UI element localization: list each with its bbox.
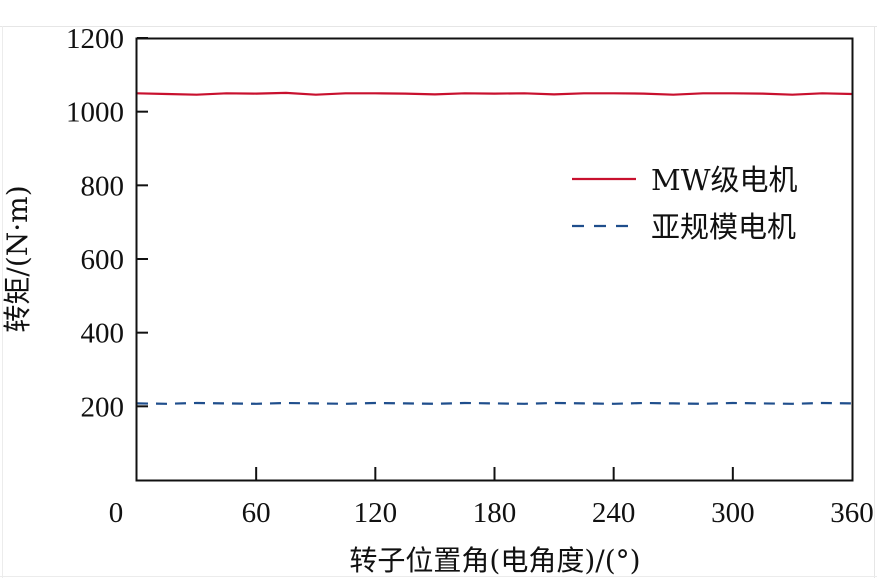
x-tick-label: 180 — [473, 497, 517, 529]
y-tick-label: 1200 — [66, 23, 124, 55]
y-tick-label: 600 — [81, 244, 125, 276]
y-tick-label: 1000 — [66, 97, 124, 129]
legend-label-0: MW级电机 — [651, 163, 798, 197]
plot-series — [136, 91, 853, 405]
x-tick-label: 0 — [109, 497, 124, 529]
y-axis-title: 转矩/(N·m) — [1, 185, 34, 332]
y-axis-ticks: 200 400 600 800 1000 1200 — [66, 23, 148, 423]
x-tick-label: 300 — [711, 497, 755, 529]
legend-label-1: 亚规模电机 — [651, 210, 796, 244]
x-tick-label: 360 — [830, 497, 874, 529]
x-axis-title: 转子位置角(电角度)/(°) — [349, 544, 640, 577]
y-tick-label: 800 — [81, 170, 125, 202]
series-line-0 — [136, 91, 853, 96]
x-tick-label: 120 — [354, 497, 398, 529]
image-frame-top — [0, 26, 877, 27]
image-frame-right — [874, 26, 875, 578]
image-frame-bottom — [0, 576, 877, 577]
x-tick-label: 240 — [592, 497, 636, 529]
x-tick-label: 60 — [242, 497, 271, 529]
y-tick-label: 400 — [81, 318, 125, 350]
y-tick-label: 200 — [81, 391, 125, 423]
x-axis-ticks: 0 60 120 180 240 300 360 — [109, 467, 874, 529]
image-frame-left — [2, 26, 3, 578]
plot-area-frame — [135, 37, 854, 482]
series-line-1 — [136, 401, 853, 405]
